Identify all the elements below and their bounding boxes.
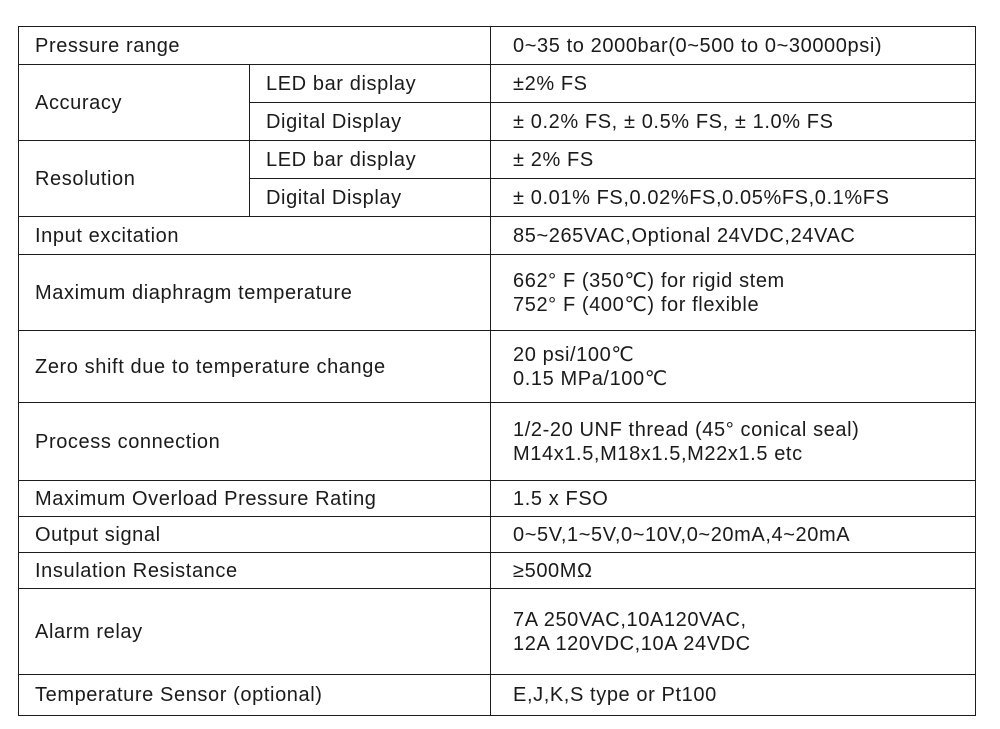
- value-line: ± 0.01% FS,0.02%FS,0.05%FS,0.1%FS: [513, 186, 890, 209]
- value-line: 662° F (350℃) for rigid stem: [513, 269, 785, 292]
- row-value: 0~5V,1~5V,0~10V,0~20mA,4~20mA: [490, 516, 977, 553]
- value-line: 12A 120VDC,10A 24VDC: [513, 632, 751, 655]
- sub-label: Digital Display: [248, 178, 492, 217]
- row-value: ±2% FS: [490, 64, 977, 103]
- value-line: 752° F (400℃) for flexible: [513, 293, 760, 316]
- row-max-diaphragm-temp: Maximum diaphragm temperature 662° F (35…: [17, 254, 977, 331]
- row-label: Alarm relay: [17, 588, 492, 675]
- row-value: 85~265VAC,Optional 24VDC,24VAC: [490, 216, 977, 255]
- row-value: 1/2-20 UNF thread (45° conical seal) M14…: [490, 402, 977, 481]
- value-line: ± 0.2% FS, ± 0.5% FS, ± 1.0% FS: [513, 110, 834, 133]
- value-line: 0~35 to 2000bar(0~500 to 0~30000psi): [513, 34, 883, 57]
- row-input-excitation: Input excitation 85~265VAC,Optional 24VD…: [17, 216, 977, 255]
- row-label: Maximum diaphragm temperature: [17, 254, 492, 331]
- row-accuracy: Accuracy LED bar display ±2% FS: [18, 64, 977, 141]
- value-line: 0~5V,1~5V,0~10V,0~20mA,4~20mA: [513, 523, 851, 546]
- value-line: E,J,K,S type or Pt100: [513, 684, 717, 706]
- row-label: Input excitation: [17, 216, 492, 255]
- row-max-overload: Maximum Overload Pressure Rating 1.5 x F…: [17, 480, 977, 517]
- value-line: M14x1.5,M18x1.5,M22x1.5 etc: [513, 442, 803, 465]
- row-accuracy-digital: Digital Display ± 0.2% FS, ± 0.5% FS, ± …: [19, 102, 977, 141]
- row-label: Accuracy: [18, 64, 250, 141]
- row-value: E,J,K,S type or Pt100: [490, 674, 977, 716]
- row-pressure-range: Pressure range 0~35 to 2000bar(0~500 to …: [17, 26, 977, 65]
- row-label: Resolution: [18, 140, 250, 217]
- value-line: 0.15 MPa/100℃: [513, 367, 668, 390]
- sub-label: Digital Display: [248, 102, 492, 141]
- value-line: 1/2-20 UNF thread (45° conical seal): [513, 418, 860, 441]
- row-output-signal: Output signal 0~5V,1~5V,0~10V,0~20mA,4~2…: [17, 516, 977, 553]
- row-label: Zero shift due to temperature change: [17, 330, 492, 403]
- row-value: ± 2% FS: [490, 140, 977, 179]
- value-line: 20 psi/100℃: [513, 343, 635, 366]
- spec-table: Pressure range 0~35 to 2000bar(0~500 to …: [17, 26, 977, 716]
- value-line: ±2% FS: [513, 72, 588, 95]
- row-label: Pressure range: [17, 26, 492, 65]
- row-value: 1.5 x FSO: [490, 480, 977, 517]
- row-value: ≥500MΩ: [490, 552, 977, 589]
- value-line: 7A 250VAC,10A120VAC,: [513, 608, 747, 631]
- value-line: ± 2% FS: [513, 148, 594, 171]
- row-temperature-sensor: Temperature Sensor (optional) E,J,K,S ty…: [17, 674, 977, 716]
- sub-label: LED bar display: [248, 64, 492, 103]
- value-line: ≥500MΩ: [513, 559, 593, 582]
- row-label: Temperature Sensor (optional): [17, 674, 492, 716]
- row-insulation-resistance: Insulation Resistance ≥500MΩ: [17, 552, 977, 589]
- row-label: Output signal: [17, 516, 492, 553]
- row-process-connection: Process connection 1/2-20 UNF thread (45…: [17, 402, 977, 481]
- row-value: 0~35 to 2000bar(0~500 to 0~30000psi): [490, 26, 977, 65]
- row-value: 662° F (350℃) for rigid stem 752° F (400…: [490, 254, 977, 331]
- row-zero-shift: Zero shift due to temperature change 20 …: [17, 330, 977, 403]
- row-value: ± 0.2% FS, ± 0.5% FS, ± 1.0% FS: [490, 102, 977, 141]
- row-value: 7A 250VAC,10A120VAC, 12A 120VDC,10A 24VD…: [490, 588, 977, 675]
- row-alarm-relay: Alarm relay 7A 250VAC,10A120VAC, 12A 120…: [17, 588, 977, 675]
- row-label: Process connection: [17, 402, 492, 481]
- row-value: ± 0.01% FS,0.02%FS,0.05%FS,0.1%FS: [490, 178, 977, 217]
- row-label: Insulation Resistance: [17, 552, 492, 589]
- row-resolution-digital: Digital Display ± 0.01% FS,0.02%FS,0.05%…: [19, 178, 977, 217]
- value-line: 1.5 x FSO: [513, 487, 609, 510]
- sub-label: LED bar display: [248, 140, 492, 179]
- row-value: 20 psi/100℃ 0.15 MPa/100℃: [490, 330, 977, 403]
- row-resolution: Resolution LED bar display ± 2% FS: [18, 140, 977, 217]
- row-label: Maximum Overload Pressure Rating: [17, 480, 492, 517]
- value-line: 85~265VAC,Optional 24VDC,24VAC: [513, 224, 856, 247]
